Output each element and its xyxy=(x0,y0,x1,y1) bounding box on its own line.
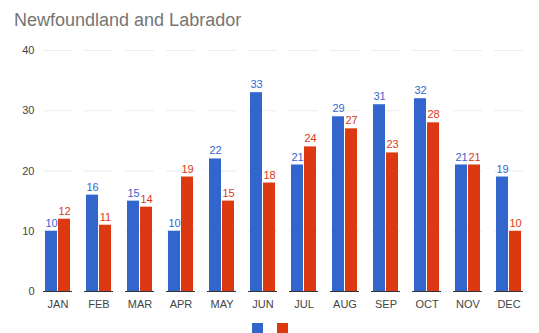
svg-text:APR: APR xyxy=(170,298,193,310)
svg-text:MAY: MAY xyxy=(210,298,234,310)
svg-text:MAR: MAR xyxy=(128,298,153,310)
svg-text:SEP: SEP xyxy=(375,298,397,310)
svg-text:10: 10 xyxy=(168,217,180,229)
svg-text:21: 21 xyxy=(468,150,480,162)
svg-text:21: 21 xyxy=(291,150,303,162)
svg-text:22: 22 xyxy=(209,144,221,156)
svg-text:10: 10 xyxy=(45,217,57,229)
svg-text:16: 16 xyxy=(86,181,98,193)
svg-text:27: 27 xyxy=(345,114,357,126)
svg-text:29: 29 xyxy=(332,102,344,114)
svg-text:OCT: OCT xyxy=(415,298,439,310)
html-text:Newfoundland and Labrador: Newfoundland and Labrador xyxy=(14,10,242,30)
svg-text:AUG: AUG xyxy=(333,298,357,310)
svg-text:14: 14 xyxy=(140,193,152,205)
svg-text:30: 30 xyxy=(22,104,34,116)
svg-text:19: 19 xyxy=(496,163,508,175)
svg-text:10: 10 xyxy=(22,225,34,237)
svg-text:23: 23 xyxy=(386,138,398,150)
svg-text:18: 18 xyxy=(263,169,275,181)
svg-text:32: 32 xyxy=(414,84,426,96)
svg-text:19: 19 xyxy=(181,163,193,175)
svg-text:28: 28 xyxy=(427,108,439,120)
svg-text:11: 11 xyxy=(100,211,111,223)
svg-text:0: 0 xyxy=(28,285,34,297)
svg-text:DEC: DEC xyxy=(497,298,520,310)
svg-text:JUL: JUL xyxy=(294,298,314,310)
svg-text:FEB: FEB xyxy=(88,298,109,310)
svg-text:31: 31 xyxy=(373,90,385,102)
svg-text:24: 24 xyxy=(304,132,316,144)
svg-text:NOV: NOV xyxy=(456,298,481,310)
svg-text:JAN: JAN xyxy=(48,298,69,310)
svg-text:20: 20 xyxy=(22,165,34,177)
svg-text:33: 33 xyxy=(250,78,262,90)
svg-text:JUN: JUN xyxy=(252,298,273,310)
svg-text:15: 15 xyxy=(127,187,139,199)
svg-text:12: 12 xyxy=(58,205,70,217)
svg-text:10: 10 xyxy=(509,217,521,229)
svg-text:21: 21 xyxy=(455,150,467,162)
svg-text:40: 40 xyxy=(22,44,34,56)
svg-text:15: 15 xyxy=(222,187,234,199)
